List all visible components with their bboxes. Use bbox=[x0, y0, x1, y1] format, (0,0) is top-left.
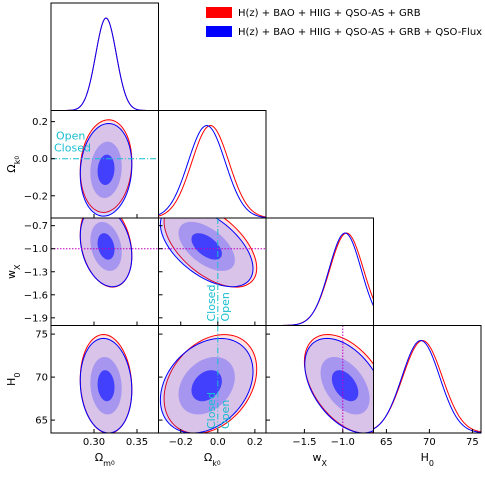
x-tick-label-ok: 0.2 bbox=[247, 437, 263, 448]
panel-frame-wx-wx bbox=[265, 217, 374, 326]
x-tick-label-h0: 65 bbox=[380, 437, 393, 448]
y-tick-label-ok: 0.0 bbox=[32, 154, 48, 165]
contour-group-om-wx bbox=[51, 218, 159, 288]
y-tick-label-h0: 70 bbox=[35, 373, 48, 384]
y-tick-label-wx: −1.6 bbox=[24, 290, 48, 301]
x-tick-label-wx: −1.0 bbox=[331, 437, 355, 448]
contour-blue-level-3 bbox=[191, 233, 222, 260]
y-tick-label-wx: −1.3 bbox=[24, 267, 48, 278]
axis-label-wx: wX bbox=[5, 264, 22, 279]
annotation-open: Open bbox=[219, 292, 232, 321]
axis-label-h0: H0 bbox=[5, 373, 22, 386]
contour-group-om-h0 bbox=[79, 334, 133, 433]
contour-group-ok-h0 bbox=[159, 325, 258, 433]
y-tick-label-h0: 75 bbox=[35, 330, 48, 341]
annotation-closed: Closed bbox=[54, 142, 91, 155]
axis-label-ok: Ωk0 bbox=[204, 451, 221, 468]
contour-group-ok-wx bbox=[158, 218, 266, 326]
x-tick-label-h0: 70 bbox=[423, 437, 436, 448]
axis-label-om: Ωm0 bbox=[95, 451, 115, 468]
y-tick-label-wx: −1.9 bbox=[24, 313, 48, 324]
contour-blue-level-3 bbox=[97, 370, 115, 402]
axis-label-h0: H0 bbox=[421, 451, 434, 468]
annotation-closed: Closed bbox=[205, 392, 218, 429]
marginal-om bbox=[51, 17, 159, 111]
axis-label-ok: Ωk0 bbox=[5, 156, 22, 173]
axis-label-wx: wX bbox=[313, 451, 328, 468]
marginal-line-red bbox=[266, 232, 374, 326]
contour-blue-level-3 bbox=[97, 154, 115, 186]
marginal-line-blue bbox=[373, 340, 482, 433]
contour-blue-level-3 bbox=[191, 370, 222, 402]
contour-blue-level-3 bbox=[331, 370, 359, 402]
annotation-open: Open bbox=[56, 130, 85, 143]
marginal-line-blue bbox=[51, 17, 159, 111]
x-tick-label-om: 0.35 bbox=[126, 437, 148, 448]
marginal-ok bbox=[158, 125, 267, 218]
marginal-line-blue bbox=[158, 125, 267, 218]
marginal-line-red bbox=[158, 125, 267, 218]
x-tick-label-h0: 75 bbox=[466, 437, 479, 448]
y-tick-label-ok: −0.2 bbox=[24, 191, 48, 202]
panel-frame-ok-ok bbox=[158, 110, 267, 219]
y-tick-label-ok: 0.2 bbox=[32, 117, 48, 128]
x-tick-label-wx: −1.5 bbox=[292, 437, 316, 448]
y-tick-label-wx: −0.7 bbox=[24, 221, 48, 232]
panel-frame-h0-h0 bbox=[373, 325, 482, 434]
contour-group-wx-h0 bbox=[303, 325, 374, 433]
contour-blue-level-3 bbox=[97, 233, 115, 260]
marginal-h0 bbox=[373, 340, 482, 433]
x-tick-label-ok: 0.0 bbox=[210, 437, 226, 448]
marginal-line-blue bbox=[266, 232, 374, 326]
legend: H(z) + BAO + HIIG + QSO-AS + GRB H(z) + … bbox=[206, 7, 482, 38]
panels-layer: −0.2 0.0 0.2 −0.7 −1.0 −1.3 −1.6 −1.9 65 70 75 0.30… bbox=[5, 2, 482, 468]
annotation-closed: Closed bbox=[205, 285, 218, 322]
y-tick-label-h0: 65 bbox=[35, 416, 48, 427]
contour-group-om-ok bbox=[51, 119, 159, 217]
x-tick-label-om: 0.30 bbox=[83, 437, 105, 448]
legend-label-blue: H(z) + BAO + HIIG + QSO-AS + GRB + QSO-F… bbox=[238, 27, 482, 38]
y-tick-label-wx: −1.0 bbox=[24, 244, 48, 255]
marginal-line-red bbox=[373, 340, 482, 433]
legend-swatch-red bbox=[206, 7, 232, 18]
legend-swatch-blue bbox=[206, 26, 232, 37]
marginal-line-red bbox=[51, 17, 159, 111]
marginal-wx bbox=[266, 232, 374, 326]
annotation-open: Open bbox=[219, 400, 232, 429]
x-tick-label-ok: −0.2 bbox=[169, 437, 193, 448]
legend-label-red: H(z) + BAO + HIIG + QSO-AS + GRB bbox=[238, 8, 421, 19]
